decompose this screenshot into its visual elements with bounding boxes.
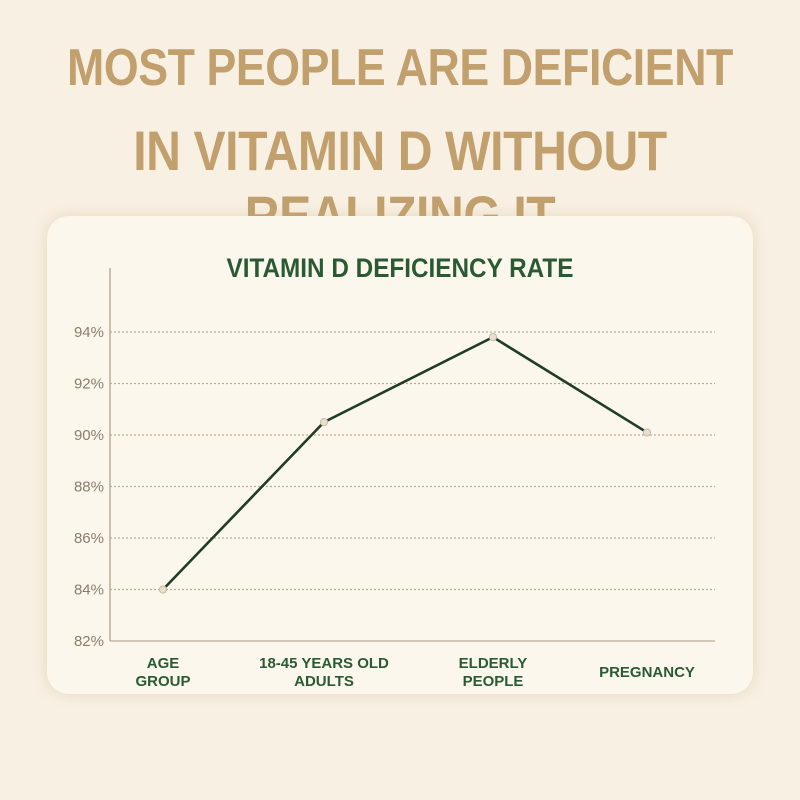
headline-line-1: MOST PEOPLE ARE DEFICIENT — [67, 39, 733, 97]
x-category-label: PREGNANCY — [599, 664, 695, 681]
data-point — [488, 333, 498, 342]
y-tick-label: 88% — [74, 479, 104, 496]
x-category-label: PEOPLE — [463, 673, 524, 690]
chart-title: VITAMIN D DEFICIENCY RATE — [226, 253, 574, 283]
x-category-label: ELDERLY — [459, 655, 528, 672]
y-tick-label: 82% — [74, 633, 104, 650]
x-category-label: AGE — [147, 655, 180, 672]
x-category-label: ADULTS — [294, 673, 354, 690]
data-point — [158, 585, 168, 594]
y-tick-label: 90% — [74, 427, 104, 444]
y-tick-label: 92% — [74, 376, 104, 393]
y-tick-label: 94% — [74, 324, 104, 341]
data-point — [642, 428, 652, 437]
x-category-label: GROUP — [135, 673, 190, 690]
series-line — [162, 335, 648, 591]
y-tick-label: 86% — [74, 530, 104, 547]
x-category-label: 18-45 YEARS OLD — [259, 655, 389, 672]
y-tick-label: 84% — [74, 582, 104, 599]
data-point — [319, 418, 329, 427]
chart-panel — [47, 216, 753, 694]
